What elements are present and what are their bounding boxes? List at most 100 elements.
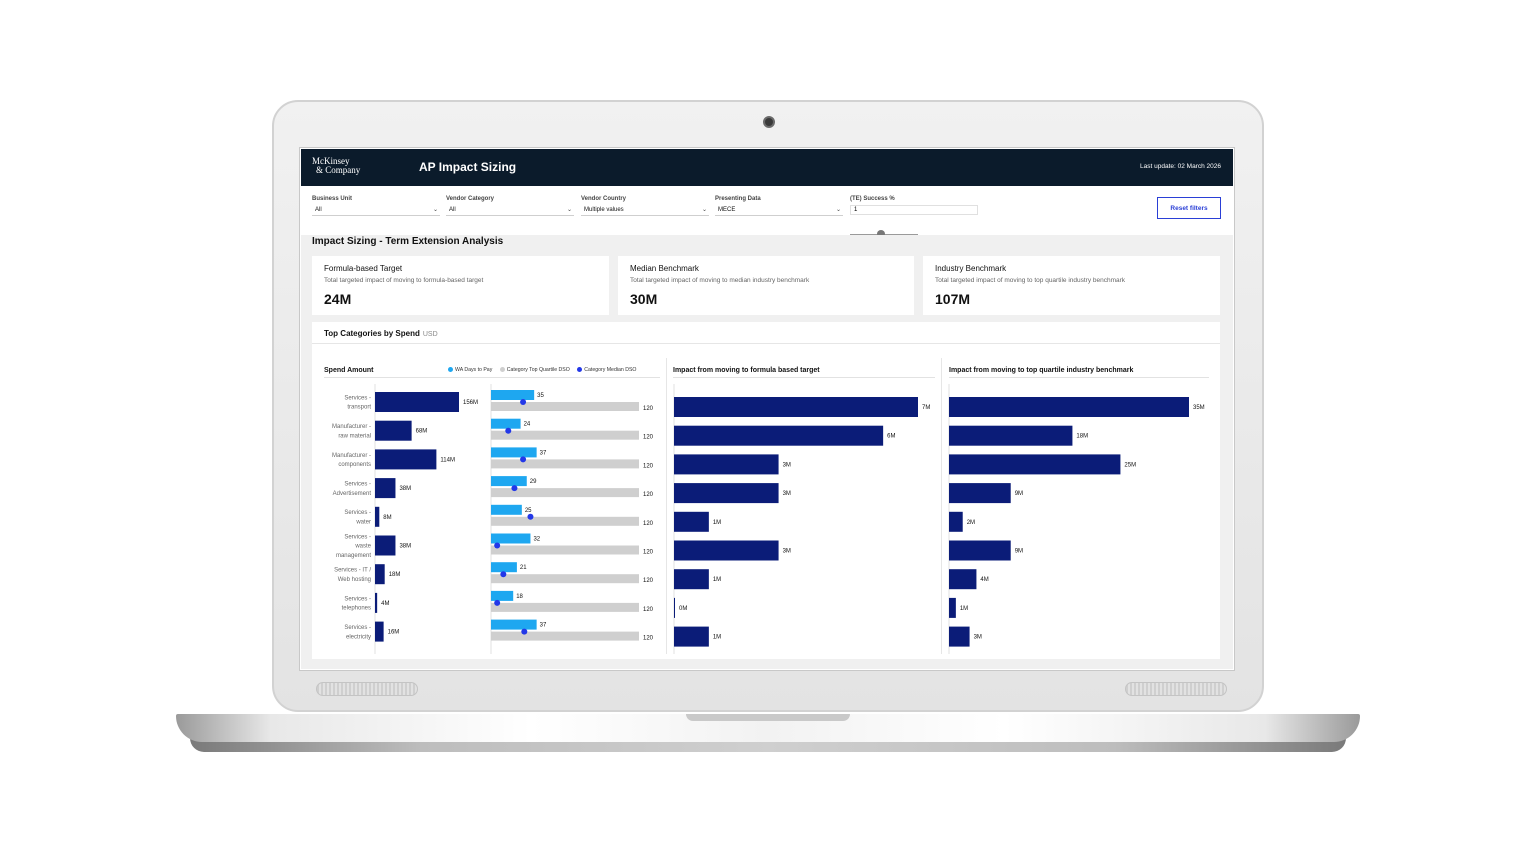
median-dso-dot [520, 456, 527, 463]
presenting-data-select[interactable]: MECE ⌄ [715, 205, 843, 216]
filter-presenting-data: Presenting Data MECE ⌄ [715, 196, 843, 216]
charts-panel: Top Categories by Spend USD Spend Amount … [312, 322, 1220, 659]
kpi-value: 30M [630, 291, 658, 307]
median-dso-dot [521, 628, 528, 635]
filter-label: Presenting Data [715, 196, 761, 202]
median-dso-dot [520, 399, 527, 405]
spend-value-label: 16M [388, 630, 400, 636]
vendor-category-select[interactable]: All ⌄ [446, 205, 574, 216]
spend-bar [375, 420, 412, 441]
vendor-country-select[interactable]: Multiple values ⌄ [581, 205, 709, 216]
top-quartile-bar [491, 459, 639, 469]
wa-days-value-label: 32 [533, 537, 540, 543]
filters-panel: Business Unit All ⌄ Vendor Category All … [301, 186, 1233, 238]
filter-label: Business Unit [312, 196, 353, 202]
section-title: Impact Sizing - Term Extension Analysis [312, 236, 504, 247]
formula-value-label: 7M [922, 405, 930, 411]
top-quartile-bar [491, 430, 639, 440]
formula-bar [674, 626, 709, 647]
benchmark-value-label: 4M [980, 577, 988, 583]
benchmark-bar [949, 511, 963, 532]
wa-days-bar [491, 533, 531, 544]
formula-bar [674, 483, 779, 504]
business-unit-select[interactable]: All ⌄ [312, 205, 440, 216]
spend-value-label: 8M [383, 515, 391, 521]
median-dso-dot [511, 485, 518, 492]
kpi-description: Total targeted impact of moving to top q… [935, 277, 1126, 284]
formula-bar [674, 425, 884, 446]
kpi-value: 107M [935, 291, 971, 307]
filter-value: MECE [718, 207, 736, 213]
top-quartile-bar [491, 602, 639, 612]
dashboard-screen: McKinsey & Company AP Impact Sizing Last… [301, 149, 1233, 669]
spend-bar [375, 535, 396, 556]
top-quartile-bar [491, 631, 639, 641]
legend-label: Category Median DSO [584, 367, 637, 373]
category-label: telephones [342, 606, 371, 612]
wa-days-bar [491, 418, 521, 429]
benchmark-value-label: 35M [1193, 405, 1205, 411]
median-dso-dot [494, 542, 501, 549]
filter-business-unit: Business Unit All ⌄ [312, 196, 440, 216]
top-quartile-value-label: 120 [643, 578, 654, 584]
benchmark-value-label: 9M [1015, 491, 1023, 497]
kpi-card-median: Median Benchmark Total targeted impact o… [618, 256, 914, 315]
median-dso-dot [500, 571, 507, 578]
spend-value-label: 156M [463, 400, 478, 406]
top-quartile-bar [491, 402, 639, 411]
category-label: transport [347, 405, 371, 411]
filter-label: (TE) Success % [850, 196, 895, 202]
category-label: waste [354, 544, 371, 550]
legend-item[interactable]: Category Median DSO [577, 366, 637, 373]
benchmark-bar [949, 626, 970, 647]
spend-bar [375, 478, 396, 499]
filter-success-percent: (TE) Success % 1 [850, 196, 978, 238]
legend-dot-icon [499, 366, 505, 372]
top-quartile-bar [491, 488, 639, 498]
chevron-down-icon: ⌄ [701, 207, 707, 213]
reset-filters-button[interactable]: Reset filters [1157, 197, 1221, 219]
spend-bar [375, 564, 385, 585]
main-panel: Impact Sizing - Term Extension Analysis … [301, 235, 1233, 669]
speaker-grille-left [316, 682, 418, 696]
category-label: Web hosting [338, 577, 371, 583]
spend-bar [375, 506, 380, 527]
charts-title: Top Categories by Spend USD [324, 329, 438, 338]
spend-value-label: 38M [399, 486, 411, 492]
formula-value-label: 1M [713, 520, 721, 526]
formula-bar [674, 540, 779, 561]
category-label: Services - [344, 395, 371, 401]
formula-bar [674, 597, 675, 618]
top-quartile-bar [491, 545, 639, 555]
wa-days-value-label: 29 [530, 479, 537, 485]
charts-divider [312, 343, 1220, 344]
wa-days-value-label: 35 [537, 393, 544, 399]
app-title: AP Impact Sizing [419, 160, 517, 174]
spend-value-label: 18M [389, 572, 401, 578]
legend-item[interactable]: Category Top Quartile DSO [499, 366, 570, 373]
formula-value-label: 1M [713, 577, 721, 583]
legend-label: Category Top Quartile DSO [506, 367, 570, 373]
category-label: Services - [344, 596, 371, 602]
category-label: components [338, 462, 371, 468]
spend-value-label: 4M [381, 601, 389, 607]
wa-days-bar [491, 447, 537, 458]
speaker-grille-right [1125, 682, 1227, 696]
formula-value-label: 0M [679, 606, 687, 612]
category-label: Advertisement [333, 491, 372, 497]
legend-item[interactable]: WA Days to Pay [448, 366, 492, 373]
spend-bar [375, 621, 384, 642]
filter-vendor-country: Vendor Country Multiple values ⌄ [581, 196, 709, 216]
charts-canvas: 156M Services - transport 68M Manufacturer -… [332, 384, 1205, 654]
category-label: management [336, 553, 371, 559]
company-logo[interactable]: McKinsey & Company [312, 157, 360, 175]
benchmark-value-label: 2M [967, 520, 975, 526]
success-slider-thumb[interactable] [876, 230, 885, 238]
wa-days-value-label: 24 [524, 422, 531, 428]
success-percent-input[interactable]: 1 [850, 205, 978, 215]
kpi-card-formula: Formula-based Target Total targeted impa… [312, 256, 609, 315]
filter-label: Vendor Country [581, 196, 627, 202]
top-quartile-value-label: 120 [643, 406, 654, 412]
benchmark-bar [949, 569, 977, 590]
wa-days-value-label: 21 [520, 565, 527, 571]
